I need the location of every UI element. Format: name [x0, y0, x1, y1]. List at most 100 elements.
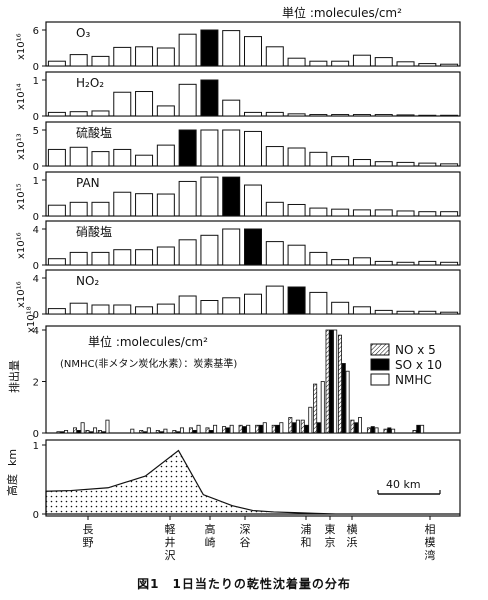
ytick-label: 0: [33, 162, 39, 173]
station-label: 深谷: [240, 523, 251, 549]
deposition-bar: [287, 113, 306, 117]
emissions-units-label: 単位 :molecules/cm²: [88, 334, 208, 349]
emission-bar: [275, 424, 280, 434]
deposition-panel-2: 0 5 x10¹³ 硫酸塩: [16, 121, 461, 173]
species-label: PAN: [76, 176, 100, 190]
ytick-label: 4: [33, 326, 39, 337]
deposition-bar: [418, 211, 437, 217]
emission-bar: [172, 430, 177, 434]
deposition-bar: [352, 159, 371, 167]
emission-bar: [242, 426, 247, 434]
deposition-bar: [287, 57, 306, 67]
emissions-ylabel: 排出量: [7, 360, 21, 393]
emissions-note: (NMHC(非メタン炭化水素）：炭素基準): [60, 357, 237, 370]
ytick-label: 5: [33, 126, 39, 137]
emission-bar: [383, 428, 388, 434]
deposition-bar: [244, 184, 262, 217]
deposition-bar: [374, 309, 393, 315]
deposition-bar: [178, 295, 197, 315]
deposition-bar: [265, 46, 284, 67]
emission-bar: [213, 424, 218, 434]
deposition-bar: [69, 201, 88, 217]
deposition-bar: [244, 130, 262, 167]
emission-bar: [80, 422, 85, 434]
emission-bar: [163, 428, 168, 434]
deposition-bar: [331, 114, 350, 117]
emission-bar: [222, 426, 227, 434]
emission-bar: [341, 363, 346, 434]
station-label: 横浜: [347, 522, 358, 549]
deposition-bar: [91, 110, 110, 117]
emission-bar: [255, 424, 260, 434]
deposition-panels: 0 6 x10¹⁶ O₃ 0 1 x10¹⁴ H₂O₂ 0 5 x10¹³ 硫酸塩 0 1 x10¹⁵ PAN…: [16, 21, 461, 321]
emission-bar: [279, 422, 284, 434]
deposition-bar: [47, 60, 66, 67]
emission-bar: [258, 424, 263, 434]
species-label: NO₂: [76, 274, 99, 288]
deposition-bar: [69, 54, 88, 67]
deposition-bar: [309, 151, 328, 167]
deposition-bar: [135, 91, 154, 117]
deposition-bar: [156, 105, 175, 117]
deposition-bar: [396, 261, 415, 266]
ytick-label: 6: [33, 26, 39, 37]
emission-bar: [93, 427, 98, 434]
figure-caption: 図1 1日当たりの乾性沈着量の分布: [137, 577, 351, 591]
deposition-bar: [440, 211, 459, 217]
legend-swatch: [370, 343, 390, 356]
legend-label: SO x 10: [395, 358, 442, 372]
deposition-bar: [265, 146, 284, 167]
deposition-bar: [352, 209, 371, 217]
ytick-label: 4: [33, 274, 39, 285]
species-label: O₃: [76, 26, 90, 40]
deposition-unit-label: x10¹⁶: [16, 232, 27, 259]
emission-bar: [412, 430, 417, 434]
deposition-bar: [200, 300, 219, 315]
emission-bar: [76, 430, 81, 434]
emission-bar: [325, 329, 330, 434]
deposition-bar: [309, 207, 328, 217]
altitude-yunit: km: [6, 449, 19, 466]
emission-bar: [73, 427, 78, 434]
emission-bar: [308, 406, 313, 434]
deposition-units-label: 単位 :molecules/cm²: [282, 5, 402, 20]
deposition-bar: [47, 111, 66, 117]
deposition-bar: [200, 176, 219, 217]
deposition-bar: [374, 161, 393, 167]
deposition-bar: [47, 308, 66, 315]
emission-bar: [420, 424, 425, 434]
deposition-bar: [287, 147, 306, 167]
emission-bar: [366, 427, 371, 434]
ytick-label: 0: [33, 212, 39, 223]
emission-bar: [416, 424, 421, 434]
deposition-bar: [222, 176, 241, 217]
emission-bar: [370, 426, 375, 434]
emission-bar: [155, 430, 160, 434]
emission-bar: [209, 430, 214, 434]
species-label: 硫酸塩: [76, 125, 112, 140]
deposition-unit-label: x10¹⁴: [16, 83, 27, 110]
deposition-bar: [113, 91, 132, 117]
emission-bar: [374, 427, 379, 434]
ytick-label: 0: [33, 112, 39, 123]
deposition-bar: [287, 203, 306, 217]
deposition-bar: [156, 303, 175, 315]
emission-bar: [159, 431, 164, 434]
altitude-ylabel: 高度: [5, 474, 19, 496]
deposition-bar: [265, 241, 284, 266]
deposition-bar: [178, 33, 197, 67]
deposition-unit-label: x10¹³: [16, 133, 27, 160]
emission-bar: [56, 431, 61, 434]
deposition-bar: [396, 114, 415, 117]
deposition-bar: [309, 114, 328, 117]
emission-bar: [179, 427, 184, 434]
deposition-bar: [244, 111, 262, 117]
altitude-profile-area: [45, 449, 460, 515]
station-label: 相模湾: [425, 523, 436, 562]
emission-bar: [205, 427, 210, 434]
emission-bar: [295, 419, 300, 434]
deposition-bar: [352, 257, 371, 266]
emission-bar: [354, 422, 359, 434]
emission-bar: [271, 424, 276, 434]
emission-bar: [192, 430, 197, 434]
